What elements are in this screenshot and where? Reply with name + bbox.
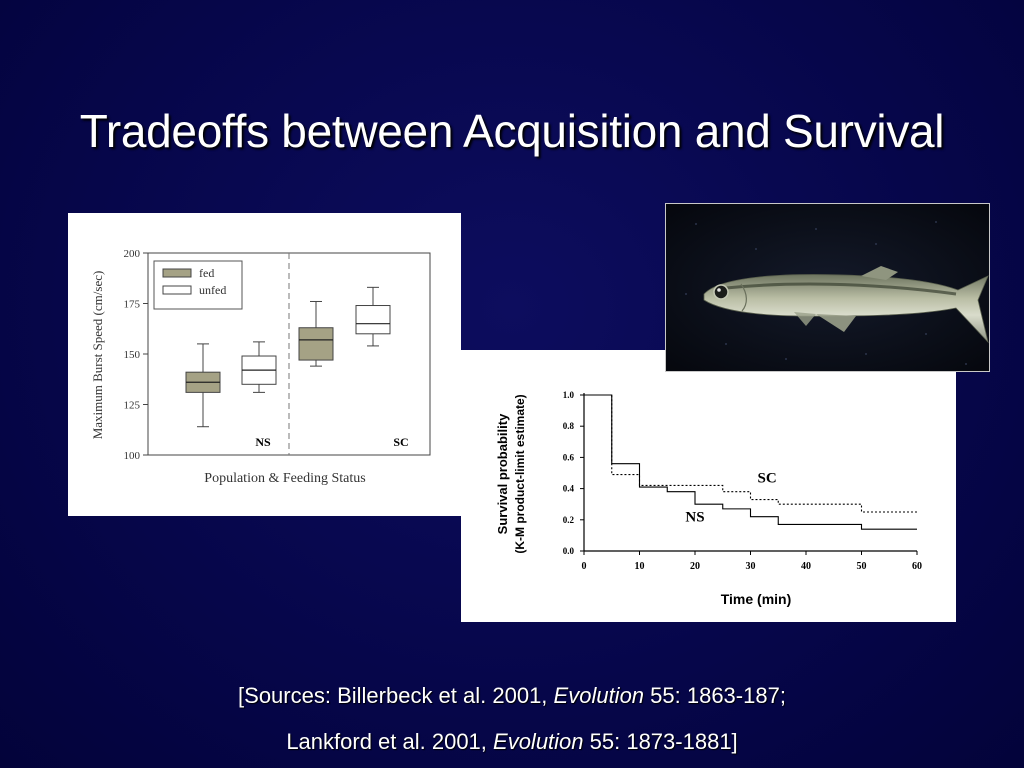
legend-label-unfed: unfed (199, 283, 226, 297)
y-axis-label-line2: (K-M product-limit estimate) (513, 394, 527, 553)
journal-name: Evolution (493, 729, 584, 754)
y-tick-label: 100 (124, 450, 141, 462)
iqr-box (298, 327, 334, 361)
y-tick-label: 175 (124, 299, 141, 311)
box-plot-panel: 100 125 150 175 200 fed unfed Maximum Burst S… (68, 213, 461, 516)
x-axis-label: Population & Feeding Status (204, 471, 365, 486)
y-axis-label: Maximum Burst Speed (cm/sec) (90, 271, 105, 440)
survival-curve-ns (584, 394, 917, 530)
series-label-sc: SC (758, 470, 777, 486)
survival-chart-panel: 0 10 20 30 40 50 60 0.0 0.2 0.4 0.6 0.8 1.0 Survival… (461, 350, 956, 622)
y-tick-label: 1.0 (563, 390, 575, 400)
x-axis-label: Time (min) (721, 591, 792, 607)
box-ns-unfed (241, 341, 277, 393)
x-tick-label: 0 (582, 561, 587, 572)
silverside-fish-photo (665, 203, 990, 372)
y-tick-label: 0.4 (563, 484, 575, 494)
y-tick-label: 0.0 (563, 546, 575, 556)
group-label-sc: SC (393, 435, 408, 449)
sources-line-1: [Sources: Billerbeck et al. 2001, Evolut… (238, 683, 786, 708)
sources-line-2: Lankford et al. 2001, Evolution 55: 1873… (286, 729, 738, 754)
slide-title: Tradeoffs between Acquisition and Surviv… (79, 105, 945, 157)
legend-box (153, 260, 243, 310)
x-tick-label: 60 (912, 561, 922, 572)
burst-speed-box-plot: 100 125 150 175 200 fed unfed Maximum Burst S… (90, 248, 431, 486)
legend-swatch-unfed (162, 285, 192, 295)
series-label-ns: NS (685, 509, 704, 525)
y-tick-label: 0.8 (563, 421, 575, 431)
box-ns-fed (185, 343, 221, 428)
y-tick-label: 0.6 (563, 452, 575, 462)
x-tick-label: 40 (801, 561, 811, 572)
x-tick-label: 50 (857, 561, 867, 572)
x-tick-label: 10 (635, 561, 645, 572)
x-tick-label: 20 (690, 561, 700, 572)
legend-label-fed: fed (199, 266, 214, 280)
iqr-box (355, 305, 391, 335)
journal-name: Evolution (553, 683, 645, 708)
y-tick-label: 200 (124, 248, 141, 260)
survival-step-chart: 0 10 20 30 40 50 60 0.0 0.2 0.4 0.6 0.8 1.0 Survival… (495, 390, 922, 607)
y-tick-label: 150 (124, 349, 141, 361)
box-sc-unfed (355, 286, 391, 347)
box-sc-fed (298, 300, 334, 367)
legend-swatch-fed (162, 268, 192, 278)
x-tick-label: 30 (746, 561, 756, 572)
y-tick-label: 0.2 (563, 515, 575, 525)
group-label-ns: NS (255, 435, 271, 449)
y-axis-label-line1: Survival probability (495, 413, 510, 534)
survival-curve-sc (584, 394, 917, 513)
y-tick-label: 125 (124, 400, 141, 412)
